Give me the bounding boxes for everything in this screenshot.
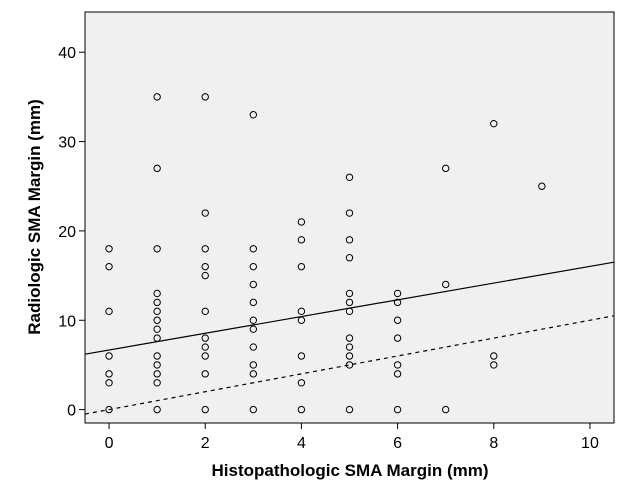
data-point: [105, 379, 113, 387]
data-point: [201, 370, 209, 378]
x-tick-label: 6: [393, 435, 402, 452]
data-point: [249, 370, 258, 378]
data-point: [297, 262, 306, 271]
data-point: [393, 316, 402, 324]
data-point: [345, 209, 354, 217]
data-point: [297, 352, 306, 360]
data-point: [153, 370, 161, 378]
data-point: [249, 343, 258, 351]
data-point: [249, 325, 258, 333]
data-point: [249, 280, 258, 289]
data-point: [249, 111, 258, 119]
data-point: [249, 298, 258, 307]
data-point: [345, 343, 354, 351]
data-point: [249, 262, 258, 271]
data-point: [105, 262, 113, 271]
x-tick-label: 2: [201, 435, 210, 452]
data-point: [345, 298, 354, 307]
x-axis-title: Histopathologic SMA Margin (mm): [211, 461, 488, 480]
x-tick-label: 10: [581, 435, 599, 452]
data-point: [345, 361, 354, 369]
data-point: [393, 370, 402, 378]
data-point: [105, 370, 113, 378]
data-point: [201, 93, 209, 101]
data-point: [490, 352, 498, 360]
data-point: [490, 119, 498, 128]
data-point: [201, 343, 209, 351]
data-point: [153, 379, 161, 387]
data-point: [345, 254, 354, 262]
data-point: [297, 236, 306, 244]
data-point: [345, 334, 354, 342]
data-point: [201, 245, 209, 253]
data-point: [393, 289, 402, 298]
x-tick-label: 0: [105, 435, 114, 452]
data-point: [153, 325, 161, 333]
data-point: [201, 271, 209, 280]
data-point: [441, 405, 450, 414]
x-tick-label: 8: [489, 435, 498, 452]
data-point: [105, 245, 113, 253]
data-point: [393, 298, 402, 307]
y-tick-label: 20: [58, 224, 76, 241]
data-point: [393, 405, 402, 414]
data-point: [105, 405, 113, 414]
data-point: [297, 379, 306, 387]
data-point: [153, 307, 161, 316]
data-point: [345, 289, 354, 298]
x-axis: 0 2 4 6 8 10: [105, 423, 599, 452]
data-point: [441, 164, 450, 173]
data-point: [153, 361, 161, 369]
data-point: [490, 361, 498, 369]
data-point: [345, 352, 354, 360]
data-point: [201, 352, 209, 360]
data-point: [345, 307, 354, 316]
data-point: [201, 405, 209, 414]
data-point: [249, 405, 258, 414]
data-point: [153, 93, 161, 101]
data-point: [345, 405, 354, 414]
data-point: [345, 236, 354, 244]
data-point: [201, 307, 209, 316]
data-point: [345, 173, 354, 181]
data-point: [153, 289, 161, 298]
data-point: [153, 164, 161, 173]
data-point: [153, 298, 161, 307]
data-point: [441, 280, 450, 289]
data-point: [297, 307, 306, 316]
x-tick-label: 4: [297, 435, 306, 452]
y-tick-label: 10: [58, 313, 76, 330]
data-point: [393, 334, 402, 342]
data-point: [153, 245, 161, 253]
data-point: [393, 361, 402, 369]
data-point: [297, 218, 306, 226]
y-axis-title: Radiologic SMA Margin (mm): [25, 99, 44, 335]
data-point: [249, 361, 258, 369]
y-tick-label: 0: [67, 403, 76, 420]
data-point: [538, 182, 546, 190]
data-point: [201, 334, 209, 342]
y-tick-label: 30: [58, 135, 76, 152]
data-points: [105, 93, 546, 414]
data-point: [297, 405, 306, 414]
data-point: [153, 334, 161, 342]
data-point: [105, 352, 113, 360]
data-point: [249, 245, 258, 253]
data-point: [249, 316, 258, 324]
reference-line-dashed: [84, 315, 615, 415]
y-tick-label: 40: [58, 45, 76, 62]
data-point: [297, 316, 306, 324]
data-point: [153, 405, 161, 414]
data-point: [201, 262, 209, 271]
data-point: [153, 316, 161, 324]
data-point: [105, 307, 113, 316]
y-axis: 0 10 20 30 40: [58, 45, 85, 420]
data-point: [201, 209, 209, 217]
plot-area: [84, 11, 615, 424]
data-point: [153, 352, 161, 360]
